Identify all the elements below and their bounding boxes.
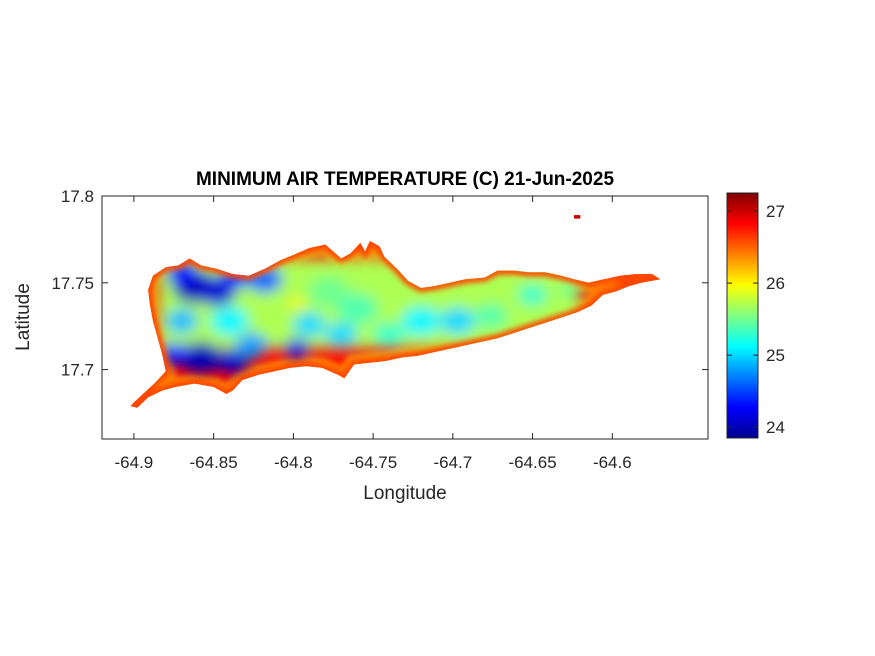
temperature-spot	[440, 307, 476, 335]
colorbar: 24 25 26 27	[726, 192, 785, 439]
coastline-edge	[130, 241, 661, 408]
temperature-spot	[283, 339, 310, 359]
temperature-spot	[236, 333, 268, 358]
plot-frame	[101, 195, 709, 440]
y-tick-label: 17.75	[51, 274, 94, 293]
y-axis-label: Latitude	[13, 283, 34, 351]
x-tick-label: -64.85	[190, 453, 238, 472]
colorbar-gradient	[727, 193, 758, 438]
islet	[574, 215, 581, 219]
temperature-spot	[401, 306, 440, 336]
y-tick-label: 17.8	[61, 187, 94, 206]
island-interior	[130, 241, 661, 408]
temperature-spot	[216, 348, 249, 373]
x-tick-label: -64.65	[508, 453, 556, 472]
x-tick-label: -64.6	[593, 453, 632, 472]
y-axis-ticks: 17.7 17.75 17.8	[51, 187, 708, 380]
colorbar-ticks: 24 25 26 27	[727, 202, 785, 437]
x-axis-label: Longitude	[363, 483, 446, 504]
x-axis-ticks: -64.9 -64.85 -64.8 -64.75 -64.7 -64.65 -64.6	[115, 196, 632, 472]
x-tick-label: -64.9	[115, 453, 154, 472]
temperature-spot	[180, 341, 222, 373]
x-tick-label: -64.8	[274, 453, 313, 472]
temperature-spot	[288, 297, 305, 310]
temperature-spot	[165, 309, 198, 333]
temperature-spot	[325, 322, 358, 347]
colorbar-tick-label: 25	[766, 346, 785, 365]
y-tick-label: 17.7	[61, 361, 94, 380]
temperature-field	[130, 215, 661, 408]
temperature-spot	[307, 276, 350, 307]
x-tick-label: -64.7	[433, 453, 472, 472]
temperature-spot	[336, 293, 378, 325]
temperature-spot	[559, 281, 583, 299]
colorbar-frame	[726, 192, 759, 439]
temperature-spot	[210, 306, 249, 336]
x-tick-label: -64.75	[349, 453, 397, 472]
temperature-spot	[373, 322, 405, 347]
colorbar-tick-label: 24	[766, 418, 785, 437]
colorbar-tick-label: 26	[766, 274, 785, 293]
temperature-spot	[518, 284, 547, 306]
plot-title: MINIMUM AIR TEMPERATURE (C) 21-Jun-2025	[196, 169, 614, 190]
temperature-spot	[293, 312, 326, 337]
temperature-spot	[475, 303, 507, 328]
colorbar-tick-label: 27	[766, 202, 785, 221]
